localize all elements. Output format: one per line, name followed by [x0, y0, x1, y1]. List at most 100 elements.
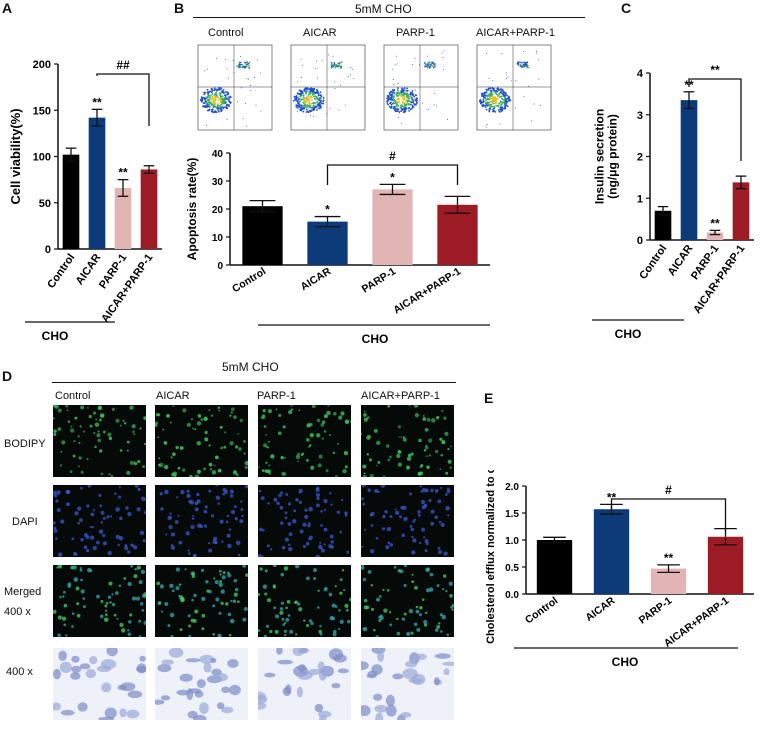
bar-parp-1 [706, 232, 724, 240]
micrograph [258, 648, 351, 720]
y-tick-label: 0 [637, 235, 643, 247]
y-tick-label: 3 [637, 110, 643, 122]
category-label: PARP-1 [360, 265, 398, 295]
micrograph [53, 405, 146, 477]
y-tick-label: 0 [217, 261, 223, 272]
y-tick-label: 1 [637, 193, 643, 205]
group-label: CHO [362, 332, 389, 346]
category-label: Control [230, 265, 268, 295]
y-tick-label: 1.5 [505, 509, 519, 520]
flow-col-label: Control [208, 27, 244, 39]
panel-letter-a: A [2, 0, 13, 16]
significance-mark: ** [710, 216, 720, 230]
category-label: Control [637, 243, 669, 282]
bracket-label: ** [710, 63, 720, 77]
micrograph [258, 485, 351, 557]
y-tick-label: 4 [637, 68, 644, 80]
y-tick-label: 0 [45, 244, 51, 256]
micrograph [155, 648, 248, 720]
bar-aicar [593, 509, 630, 594]
bracket-label: # [389, 149, 396, 163]
group-label: CHO [42, 329, 69, 343]
bracket-label: # [665, 483, 672, 497]
y-tick-label: 10 [212, 233, 224, 244]
micrograph [258, 565, 351, 637]
flow-plot-aicar [281, 42, 369, 142]
micrograph [53, 485, 146, 557]
bar-aicar-parp-1 [437, 204, 478, 265]
micrograph [361, 648, 454, 720]
category-label: Control [45, 252, 77, 291]
panel-letter-e: E [484, 390, 494, 406]
micrograph [53, 648, 146, 720]
micro-row-label: 400 x [6, 666, 33, 678]
micrograph [155, 405, 248, 477]
significance-mark: ** [118, 166, 128, 180]
comparison-bracket [96, 73, 150, 126]
bar-aicar [680, 100, 698, 240]
micro-col-label: Control [55, 390, 91, 402]
b-header-line [193, 17, 585, 18]
micro-col-label: AICAR [156, 390, 190, 402]
bar-aicar [88, 117, 106, 250]
flow-col-label: AICAR+PARP-1 [476, 27, 555, 39]
significance-mark: * [325, 203, 330, 217]
y-tick-label: 40 [212, 149, 224, 160]
panel-letter-d: D [2, 368, 13, 384]
category-label: PARP-1 [637, 595, 675, 627]
bar-control [242, 206, 283, 265]
micro-col-label: PARP-1 [257, 390, 296, 402]
y-tick-label: 50 [39, 198, 51, 210]
category-label: AICAR [583, 594, 617, 623]
y-tick-label: 0.5 [505, 563, 519, 574]
chart-e-cholesterol: 0.0 0.5 1.0 1.5 2.0 Cholesterol efflux normal… [485, 470, 754, 669]
micrograph [258, 405, 351, 477]
category-label: AICAR [299, 265, 334, 293]
bar-control [536, 540, 573, 594]
y-tick-label: 150 [33, 105, 51, 117]
y-tick-label: 2 [637, 152, 643, 164]
flow-plot-combo [467, 42, 555, 142]
bar-aicar-parp-1 [732, 182, 750, 240]
micrograph [361, 405, 454, 477]
y-tick-label: 2.0 [505, 482, 519, 493]
bar-control [654, 210, 672, 240]
flow-plot-control [188, 42, 276, 142]
y-tick-label: 20 [212, 205, 224, 216]
micrograph [155, 485, 248, 557]
y-tick-label: 200 [33, 59, 51, 71]
comparison-bracket [326, 164, 459, 185]
bar-aicar-parp-1 [707, 536, 744, 594]
significance-mark: ** [92, 95, 102, 109]
b-condition-label: 5mM CHO [355, 2, 412, 16]
micrograph [53, 565, 146, 637]
chart-b-apoptosis: 0 10 20 30 40 Apoptosis rate(%) Control * AICAR *… [185, 149, 490, 346]
flow-col-label: AICAR [303, 27, 337, 39]
d-condition-label: 5mM CHO [222, 360, 279, 374]
y-axis-label: Cell viability(%) [8, 108, 23, 204]
y-axis-label: Apoptosis rate(%) [185, 158, 199, 261]
micro-row-label: BODIPY [4, 438, 46, 450]
micrograph [361, 485, 454, 557]
y-tick-label: 100 [33, 152, 51, 164]
panel-letter-c: C [621, 0, 632, 16]
y-tick-label: 0.0 [505, 590, 519, 601]
flow-col-label: PARP-1 [396, 27, 435, 39]
chart-c-insulin: 0 1 2 3 4 Insulin secretion(ng/μg protein) Con… [592, 63, 754, 340]
group-label: CHO [612, 655, 639, 669]
y-axis-label: Cholesterol efflux normalized to control [485, 470, 497, 644]
d-header-line [52, 382, 456, 383]
significance-mark: ** [664, 551, 674, 565]
comparison-bracket [688, 78, 742, 161]
bar-parp-1 [372, 189, 413, 265]
group-label: CHO [615, 327, 642, 340]
flow-plot-parp1 [374, 42, 462, 142]
micro-col-label: AICAR+PARP-1 [361, 390, 440, 402]
bracket-label: ## [116, 58, 130, 72]
y-tick-label: 1.0 [505, 536, 519, 547]
significance-mark: ** [607, 490, 617, 504]
micrograph [361, 565, 454, 637]
bar-parp-1 [114, 187, 132, 249]
micrograph [155, 565, 248, 637]
